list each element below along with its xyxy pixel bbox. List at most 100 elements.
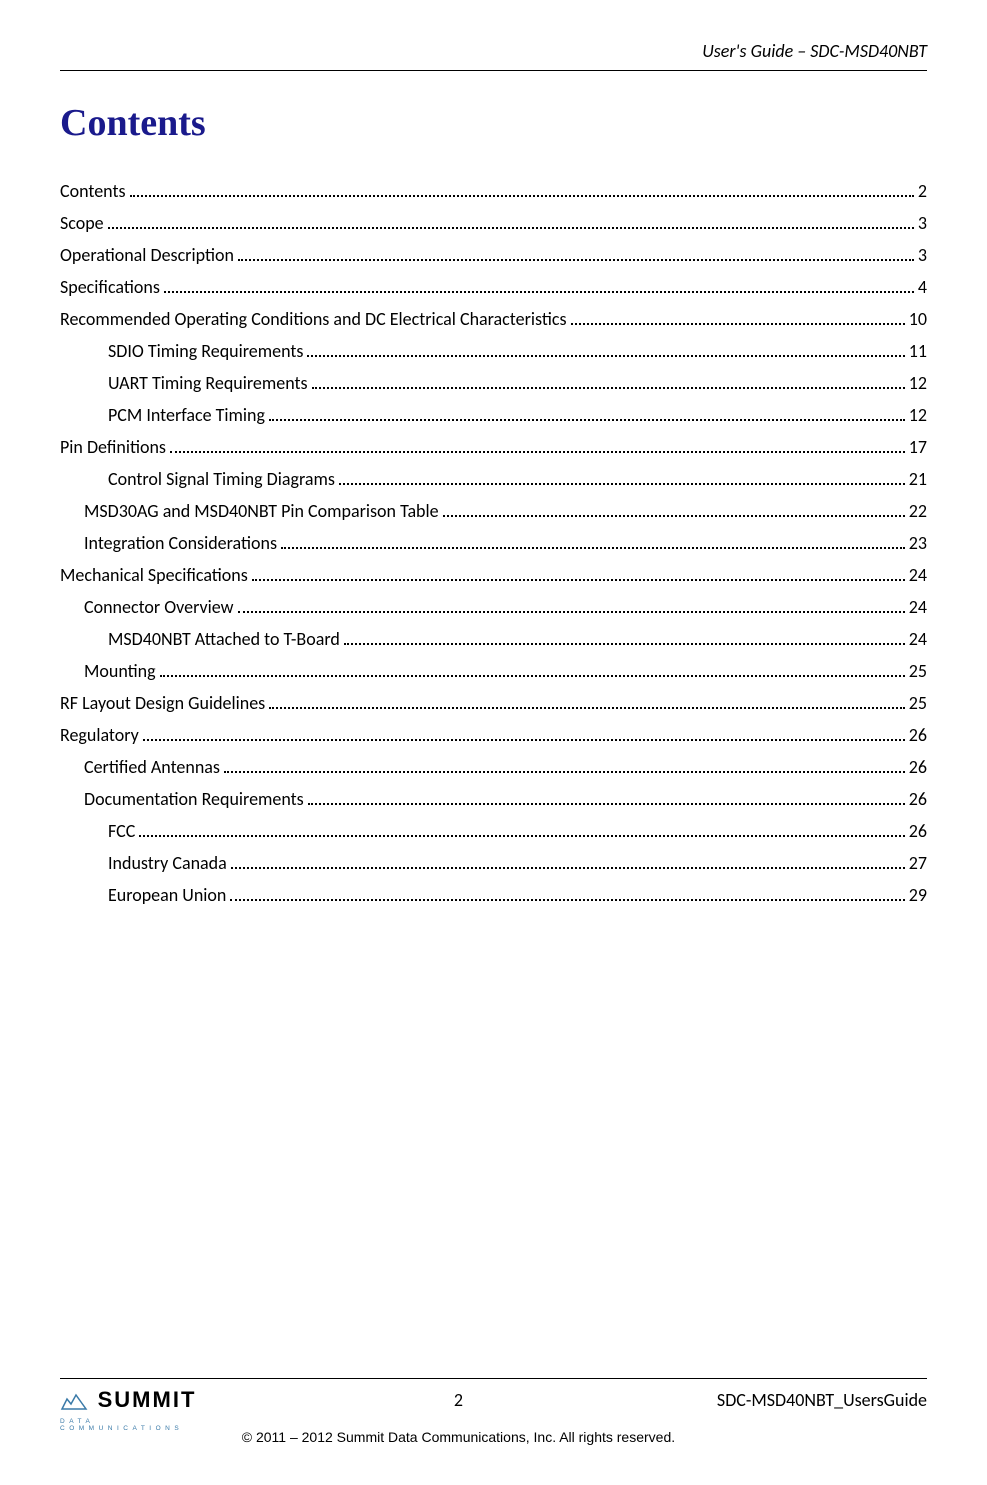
toc-entry-label: Documentation Requirements — [84, 788, 304, 810]
toc-leader-dots — [312, 387, 905, 389]
toc-entry[interactable]: Contents 2 — [60, 180, 927, 202]
toc-entry-label: PCM Interface Timing — [108, 404, 265, 426]
toc-leader-dots — [339, 483, 905, 485]
toc-leader-dots — [269, 419, 905, 421]
logo-row: SUMMIT — [60, 1389, 200, 1416]
toc-entry-label: Industry Canada — [108, 852, 227, 874]
toc-entry-page: 2 — [918, 180, 927, 202]
toc-entry-label: Operational Description — [60, 244, 234, 266]
toc-entry-label: Certified Antennas — [84, 756, 220, 778]
toc-leader-dots — [308, 803, 905, 805]
toc-entry-label: Integration Considerations — [84, 532, 277, 554]
page-header: User's Guide – SDC-MSD40NBT — [60, 40, 927, 71]
page-number: 2 — [200, 1389, 717, 1411]
toc-entry-label: MSD40NBT Attached to T-Board — [108, 628, 340, 650]
header-text: User's Guide – SDC-MSD40NBT — [702, 40, 927, 62]
toc-entry-label: RF Layout Design Guidelines — [60, 692, 265, 714]
toc-entry-page: 10 — [909, 308, 927, 330]
toc-entry[interactable]: SDIO Timing Requirements 11 — [108, 340, 927, 362]
toc-entry-page: 17 — [909, 436, 927, 458]
toc-entry[interactable]: RF Layout Design Guidelines25 — [60, 692, 927, 714]
toc-leader-dots — [281, 547, 905, 549]
toc-entry-page: 4 — [918, 276, 927, 298]
toc-entry[interactable]: Mechanical Specifications 24 — [60, 564, 927, 586]
toc-leader-dots — [160, 675, 905, 677]
toc-entry-page: 12 — [909, 372, 927, 394]
footer-divider — [60, 1378, 927, 1379]
page-footer: SUMMIT DATA COMMUNICATIONS 2 © 2011 – 20… — [60, 1378, 927, 1445]
toc-leader-dots — [164, 291, 914, 293]
table-of-contents: Contents 2 Scope3 Operational Description 3 S… — [60, 180, 927, 906]
toc-entry-page: 24 — [909, 596, 927, 618]
toc-entry[interactable]: MSD40NBT Attached to T-Board 24 — [108, 628, 927, 650]
toc-entry-label: Connector Overview — [84, 596, 234, 618]
copyright-text: © 2011 – 2012 Summit Data Communications… — [200, 1429, 717, 1445]
summit-logo-icon — [60, 1391, 88, 1416]
toc-entry-label: European Union — [108, 884, 226, 906]
toc-entry[interactable]: Certified Antennas 26 — [84, 756, 927, 778]
footer-doc-id: SDC-MSD40NBT_UsersGuide — [717, 1389, 927, 1411]
toc-entry-page: 12 — [909, 404, 927, 426]
toc-leader-dots — [230, 899, 904, 901]
toc-entry[interactable]: Integration Considerations 23 — [84, 532, 927, 554]
toc-leader-dots — [571, 323, 905, 325]
toc-entry-page: 26 — [909, 724, 927, 746]
footer-logo: SUMMIT DATA COMMUNICATIONS — [60, 1389, 200, 1432]
toc-entry-page: 29 — [909, 884, 927, 906]
toc-entry-page: 3 — [918, 244, 927, 266]
footer-center: 2 © 2011 – 2012 Summit Data Communicatio… — [200, 1389, 717, 1445]
toc-entry[interactable]: PCM Interface Timing 12 — [108, 404, 927, 426]
toc-entry-page: 21 — [909, 468, 927, 490]
toc-entry-label: FCC — [108, 820, 135, 842]
toc-entry-label: Contents — [60, 180, 126, 202]
toc-leader-dots — [269, 707, 905, 709]
toc-entry[interactable]: Control Signal Timing Diagrams 21 — [108, 468, 927, 490]
toc-entry-page: 24 — [909, 628, 927, 650]
toc-entry-label: MSD30AG and MSD40NBT Pin Comparison Tabl… — [84, 500, 439, 522]
toc-entry-page: 25 — [909, 660, 927, 682]
toc-leader-dots — [143, 739, 905, 741]
toc-entry-label: Mechanical Specifications — [60, 564, 248, 586]
toc-entry-page: 3 — [918, 212, 927, 234]
toc-entry-label: Mounting — [84, 660, 156, 682]
toc-entry[interactable]: Mounting 25 — [84, 660, 927, 682]
toc-entry[interactable]: MSD30AG and MSD40NBT Pin Comparison Tabl… — [84, 500, 927, 522]
toc-entry-page: 26 — [909, 820, 927, 842]
toc-entry[interactable]: Pin Definitions 17 — [60, 436, 927, 458]
toc-entry-label: SDIO Timing Requirements — [108, 340, 303, 362]
toc-leader-dots — [170, 451, 905, 453]
toc-leader-dots — [238, 611, 905, 613]
toc-entry[interactable]: Scope3 — [60, 212, 927, 234]
logo-sub-text: DATA COMMUNICATIONS — [60, 1418, 200, 1432]
toc-leader-dots — [238, 259, 914, 261]
toc-entry-page: 11 — [909, 340, 927, 362]
toc-entry[interactable]: Regulatory 26 — [60, 724, 927, 746]
toc-entry-page: 26 — [909, 788, 927, 810]
toc-entry[interactable]: Specifications4 — [60, 276, 927, 298]
toc-entry[interactable]: FCC 26 — [108, 820, 927, 842]
toc-entry-page: 27 — [909, 852, 927, 874]
toc-entry[interactable]: Industry Canada 27 — [108, 852, 927, 874]
toc-entry[interactable]: European Union 29 — [108, 884, 927, 906]
toc-entry[interactable]: Connector Overview 24 — [84, 596, 927, 618]
toc-entry-label: Pin Definitions — [60, 436, 166, 458]
toc-leader-dots — [231, 867, 905, 869]
toc-leader-dots — [130, 195, 914, 197]
toc-entry-page: 23 — [909, 532, 927, 554]
toc-entry-label: Regulatory — [60, 724, 139, 746]
footer-content: SUMMIT DATA COMMUNICATIONS 2 © 2011 – 20… — [60, 1389, 927, 1445]
toc-entry[interactable]: Documentation Requirements 26 — [84, 788, 927, 810]
toc-entry-label: UART Timing Requirements — [108, 372, 308, 394]
toc-leader-dots — [224, 771, 905, 773]
toc-entry-page: 22 — [909, 500, 927, 522]
toc-entry[interactable]: UART Timing Requirements 12 — [108, 372, 927, 394]
toc-entry-label: Control Signal Timing Diagrams — [108, 468, 335, 490]
toc-entry[interactable]: Operational Description 3 — [60, 244, 927, 266]
toc-entry[interactable]: Recommended Operating Conditions and DC … — [60, 308, 927, 330]
toc-entry-page: 24 — [909, 564, 927, 586]
logo-main-text: SUMMIT — [98, 1387, 197, 1412]
toc-leader-dots — [307, 355, 904, 357]
toc-leader-dots — [108, 227, 914, 229]
toc-entry-page: 26 — [909, 756, 927, 778]
toc-leader-dots — [139, 835, 904, 837]
